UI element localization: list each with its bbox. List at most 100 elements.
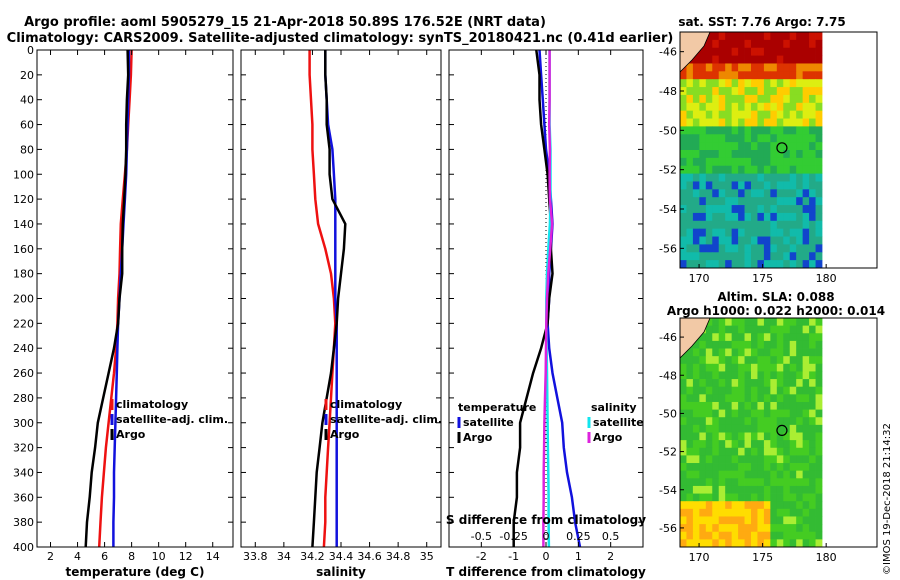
map-cell xyxy=(770,94,778,104)
map-cell xyxy=(680,432,687,441)
map-cell xyxy=(796,236,804,245)
map-cell xyxy=(718,318,726,327)
map-cell xyxy=(686,531,694,540)
map-cell xyxy=(796,157,804,167)
sst-map-title: sat. SST: 7.76 Argo: 7.75 xyxy=(678,15,845,29)
map-cell xyxy=(731,333,739,342)
map-cell xyxy=(802,333,810,342)
map-cell xyxy=(744,205,752,214)
map-cell xyxy=(712,348,720,357)
map-cell xyxy=(705,63,713,72)
map-cell xyxy=(776,516,784,525)
map-cell xyxy=(699,363,707,372)
map-cell xyxy=(692,409,700,418)
map-cell xyxy=(763,212,771,222)
map-cell xyxy=(731,94,739,104)
map-cell xyxy=(783,118,791,127)
map-cell xyxy=(770,424,778,433)
map-cell xyxy=(686,501,694,510)
map-cell xyxy=(802,440,810,449)
sla-map-subtitle: Argo h1000: 0.022 h2000: 0.014 xyxy=(667,304,885,318)
map-cell xyxy=(776,32,784,41)
map-cell xyxy=(783,340,791,349)
map-cell xyxy=(783,244,791,253)
map-cell xyxy=(731,432,739,441)
map-cell xyxy=(725,340,733,349)
map-cell xyxy=(731,440,739,449)
map-cell xyxy=(776,94,784,104)
map-cell xyxy=(757,32,765,41)
map-cell xyxy=(802,205,810,214)
map-cell xyxy=(776,197,784,206)
map-cell xyxy=(751,55,758,64)
map-cell xyxy=(776,508,784,517)
map-cell xyxy=(699,87,707,96)
map-cell xyxy=(802,197,810,206)
map-cell xyxy=(712,212,720,222)
map-cell xyxy=(680,220,687,230)
map-cell xyxy=(796,181,804,190)
map-cell xyxy=(725,181,733,190)
map-cell xyxy=(686,94,694,104)
map-cell xyxy=(744,39,752,49)
map-cell xyxy=(751,386,758,395)
map-cell xyxy=(718,63,726,72)
map-cell xyxy=(705,220,713,230)
map-cell xyxy=(763,432,771,441)
map-cell xyxy=(815,197,823,206)
map-cell xyxy=(776,55,784,64)
map-cell xyxy=(776,118,784,127)
map-cell xyxy=(718,417,726,426)
x-tick-label: 12 xyxy=(179,550,193,563)
map-cell xyxy=(770,386,778,395)
map-y-tick-label: -54 xyxy=(659,203,677,216)
map-cell xyxy=(789,165,797,174)
map-cell xyxy=(705,318,713,327)
map-cell xyxy=(751,478,758,487)
map-cell xyxy=(815,356,823,365)
map-cell xyxy=(725,126,733,135)
map-cell xyxy=(680,189,687,198)
map-cell xyxy=(770,165,778,174)
map-cell xyxy=(763,455,771,464)
map-cell xyxy=(776,485,784,494)
map-y-tick-label: -48 xyxy=(659,369,677,382)
map-cell xyxy=(783,333,791,342)
map-cell xyxy=(757,371,765,380)
map-cell xyxy=(705,212,713,222)
map-cell xyxy=(718,485,726,494)
map-cell xyxy=(751,181,758,190)
map-cell xyxy=(731,142,739,151)
map-cell xyxy=(712,455,720,464)
map-cell xyxy=(751,447,758,456)
map-cell xyxy=(809,432,816,441)
map-cell xyxy=(731,516,739,525)
x-tick-label: 10 xyxy=(152,550,166,563)
map-cell xyxy=(692,447,700,456)
map-cell xyxy=(738,32,745,41)
salinity-series-satellite-adj-clim- xyxy=(324,50,338,547)
map-cell xyxy=(692,371,700,380)
map-cell xyxy=(757,260,765,269)
map-cell xyxy=(699,340,707,349)
sst-map-panel: 170 175 180 -46 -48 -50 -52 -54 -56 sat. SST: 7.7… xyxy=(659,15,878,285)
map-cell xyxy=(809,228,816,237)
map-cell xyxy=(725,55,733,64)
map-cell xyxy=(770,228,778,237)
map-cell xyxy=(815,244,823,253)
map-cell xyxy=(776,252,784,261)
map-cell xyxy=(783,401,791,410)
map-cell xyxy=(731,157,739,167)
map-cell xyxy=(731,463,739,472)
map-cell xyxy=(680,252,687,261)
x-tick-label: 14 xyxy=(206,550,220,563)
map-cell xyxy=(692,356,700,365)
map-cell xyxy=(744,260,752,269)
map-cell xyxy=(796,463,804,472)
map-cell xyxy=(738,531,745,540)
map-cell xyxy=(757,173,765,182)
map-cell xyxy=(686,440,694,449)
map-cell xyxy=(802,356,810,365)
map-cell xyxy=(738,118,745,127)
map-cell xyxy=(751,432,758,441)
